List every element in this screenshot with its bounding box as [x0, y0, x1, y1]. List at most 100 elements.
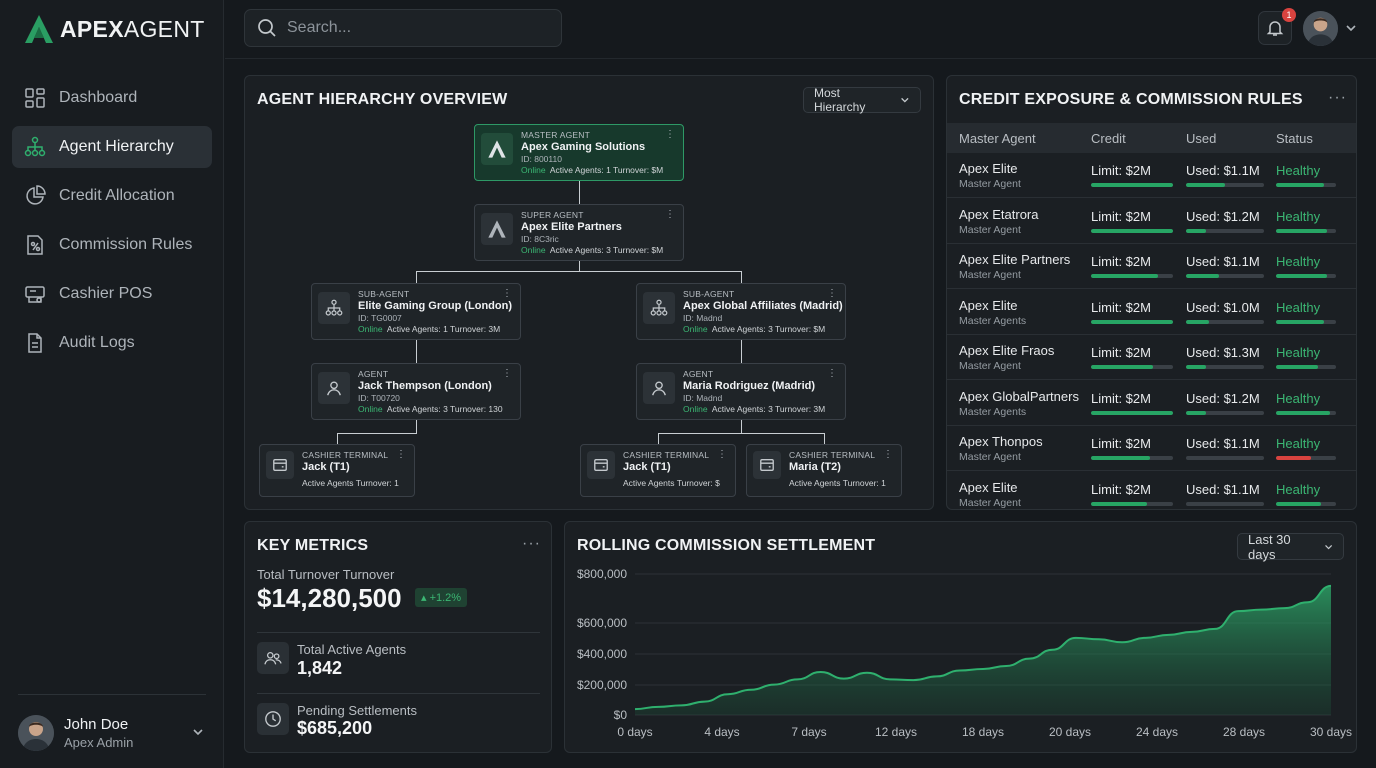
column-header: Used	[1186, 131, 1217, 146]
chevron-down-icon[interactable]	[192, 726, 204, 738]
agent-type: Master Agent	[959, 178, 1021, 190]
more-options-icon[interactable]: ⋮	[502, 368, 512, 379]
table-row[interactable]: Apex Elite Master Agents Limit: $2M Used: $…	[947, 290, 1356, 335]
hierarchy-node-cashier-maria[interactable]: CASHIER TERMINAL Maria (T2) Active Agent…	[746, 444, 902, 497]
credit-used: Used: $1.2M	[1186, 208, 1260, 224]
commission-settlement-panel: ROLLING COMMISSION SETTLEMENT Last 30 da…	[564, 521, 1357, 753]
date-range-select[interactable]: Last 30 days	[1237, 532, 1344, 562]
pending-settlements-value: $685,200	[297, 718, 373, 738]
hierarchy-node-cashier-jack-london[interactable]: CASHIER TERMINAL Jack (T1) Active Agents…	[259, 444, 415, 497]
user-menu[interactable]: John Doe Apex Admin	[18, 713, 208, 753]
node-status: Online	[683, 324, 708, 334]
sidebar-item-label: Commission Rules	[59, 236, 193, 253]
agent-name: Apex Elite	[959, 479, 1018, 495]
node-status: Online	[521, 245, 546, 255]
table-row[interactable]: Apex Elite Master Agent Limit: $2M Used: $1…	[947, 472, 1356, 510]
wallet-icon	[587, 451, 615, 479]
table-header: Master Agent Credit Used Status	[947, 123, 1356, 153]
node-type: CASHIER TERMINAL	[789, 450, 876, 460]
document-icon	[28, 333, 42, 353]
node-stats: Active Agents: 3 Turnover: $M	[711, 324, 826, 334]
hierarchy-node-super[interactable]: SUPER AGENT Apex Elite Partners ID: 8C3r…	[474, 204, 684, 261]
sidebar-item-label: Audit Logs	[59, 334, 135, 351]
connector-line	[337, 433, 338, 444]
x-tick-label: 7 days	[791, 725, 826, 739]
profile-avatar[interactable]	[1303, 11, 1338, 46]
hierarchy-node-agent-london[interactable]: AGENT Jack Thempson (London) ID: T00720 …	[311, 363, 521, 420]
node-stats: Active Agents: 1 Turnover: $M	[549, 165, 664, 175]
y-tick-label: $400,000	[577, 647, 627, 661]
divider	[257, 632, 540, 633]
hierarchy-node-sub-agent-madrid[interactable]: SUB-AGENT Apex Global Affiliates (Madrid…	[636, 283, 846, 340]
more-options-icon[interactable]: ⋮	[396, 449, 406, 460]
connector-line	[416, 271, 417, 283]
series-area	[635, 585, 1331, 715]
connector-line	[741, 340, 742, 363]
user-role: Apex Admin	[64, 735, 134, 750]
credit-limit: Limit: $2M	[1091, 390, 1151, 406]
table-row[interactable]: Apex Elite Master Agent Limit: $2M Used: $1…	[947, 153, 1356, 198]
sidebar-item-cashier-pos[interactable]: Cashier POS	[12, 273, 212, 315]
brand-logo[interactable]: APEXAGENT	[24, 14, 205, 44]
turnover-value: $14,280,500	[257, 583, 402, 613]
table-row[interactable]: Apex Elite Partners Master Agent Limit: $2…	[947, 244, 1356, 289]
notification-badge: 1	[1282, 8, 1296, 22]
table-row[interactable]: Apex Elite Fraos Master Agent Limit: $2M Us…	[947, 335, 1356, 380]
hierarchy-filter-select[interactable]: Most Hierarchy	[803, 86, 921, 114]
column-header: Status	[1276, 131, 1313, 146]
credit-limit: Limit: $2M	[1091, 345, 1151, 360]
pending-settlements-label: Pending Settlements	[297, 703, 417, 718]
more-options-icon[interactable]: ⋮	[665, 129, 675, 140]
credit-limit: Limit: $2M	[1091, 436, 1151, 451]
sidebar-item-commission-rules[interactable]: Commission Rules	[12, 224, 212, 266]
more-options-icon[interactable]: ⋮	[502, 288, 512, 299]
more-options-icon[interactable]: ⋮	[665, 209, 675, 220]
more-options-icon[interactable]: ⋮	[883, 449, 893, 460]
more-options-icon[interactable]: ···	[1328, 89, 1347, 106]
sidebar-item-dashboard[interactable]: Dashboard	[12, 77, 212, 119]
agent-name: Apex Elite Fraos	[959, 343, 1055, 358]
sidebar-item-agent-hierarchy[interactable]: Agent Hierarchy	[12, 126, 212, 168]
user-icon	[318, 372, 350, 404]
hierarchy-node-master[interactable]: MASTER AGENT Apex Gaming Solutions ID: 8…	[474, 124, 684, 181]
table-row[interactable]: Apex GlobalPartners Master Agents Limit: $…	[947, 381, 1356, 426]
connector-line	[579, 261, 580, 271]
status-bar	[1276, 228, 1336, 233]
hierarchy-node-agent-madrid[interactable]: AGENT Maria Rodriguez (Madrid) ID: Madnd…	[636, 363, 846, 420]
search-bar[interactable]	[244, 9, 562, 47]
settlement-area-chart: $800,000 $600,000 $400,000 $200,000 $0 0 days…	[577, 567, 1352, 739]
search-input[interactable]	[287, 19, 537, 37]
credit-used: Used: $1.1M	[1186, 481, 1260, 497]
agent-type: Master Agents	[959, 314, 1027, 327]
sidebar-item-label: Credit Allocation	[59, 187, 175, 204]
hierarchy-node-cashier-jack-madrid[interactable]: CASHIER TERMINAL Jack (T1) Active Agents…	[580, 444, 736, 497]
credit-limit: Limit: $2M	[1091, 208, 1151, 224]
table-row[interactable]: Apex Etatrora Master Agent Limit: $2M Used:…	[947, 199, 1356, 244]
notifications-button[interactable]: 1	[1258, 8, 1296, 45]
table-row[interactable]: Apex Thonpos Master Agent Limit: $2M Used: …	[947, 426, 1356, 471]
sidebar-item-audit-logs[interactable]: Audit Logs	[12, 322, 212, 364]
node-stats: Active Agents Turnover: 1	[789, 478, 886, 488]
x-tick-label: 4 days	[704, 725, 739, 739]
node-stats: Active Agents: 1 Turnover: 3M	[386, 324, 501, 334]
agent-name: Apex GlobalPartners	[959, 388, 1079, 404]
node-id: ID: TG0007	[358, 313, 402, 323]
chevron-down-icon[interactable]	[1345, 22, 1357, 34]
connector-line	[658, 433, 825, 434]
node-id: ID: 800110	[521, 154, 562, 164]
agent-type: Master Agent	[959, 223, 1021, 236]
more-options-icon[interactable]: ⋮	[717, 449, 727, 460]
more-options-icon[interactable]: ⋮	[827, 368, 837, 379]
more-options-icon[interactable]: ⋮	[827, 288, 837, 299]
agent-name: Apex Elite Partners	[959, 252, 1071, 267]
panel-title: ROLLING COMMISSION SETTLEMENT	[577, 537, 876, 554]
connector-line	[741, 271, 742, 283]
more-options-icon[interactable]: ···	[522, 535, 541, 552]
node-status: Online	[683, 404, 708, 414]
hierarchy-node-sub-agent-london[interactable]: SUB-AGENT Elite Gaming Group (London) ID…	[311, 283, 521, 340]
node-status: Online	[358, 324, 383, 334]
sidebar-item-credit-allocation[interactable]: Credit Allocation	[12, 175, 212, 217]
status-badge: Healthy	[1276, 208, 1321, 224]
credit-limit: Limit: $2M	[1091, 481, 1151, 497]
sidebar: APEXAGENT Dashboard Agent Hierarchy Cred…	[0, 0, 224, 768]
